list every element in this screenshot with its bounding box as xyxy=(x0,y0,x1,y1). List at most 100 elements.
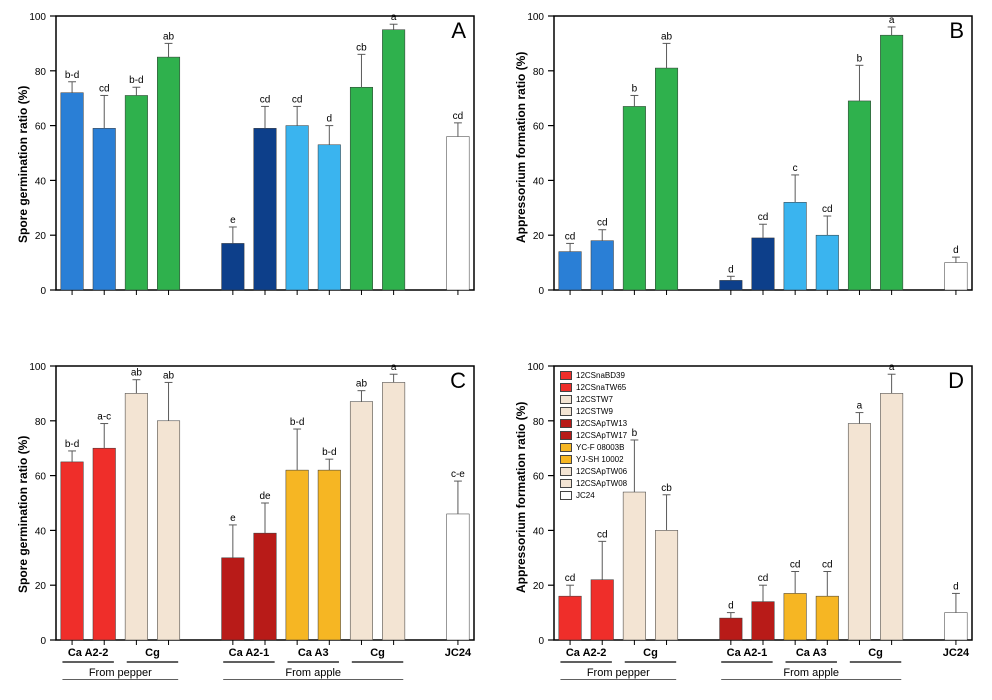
xlabel: JC24 xyxy=(943,647,970,659)
bar xyxy=(318,470,341,640)
bar-label: cd xyxy=(292,94,303,105)
legend-text: YC-F 08003B xyxy=(576,442,624,453)
figure-container: Spore germination ratio (%) A 0 20 40 60 80 100… xyxy=(0,0,992,700)
legend-item: 12CSApTW08 xyxy=(560,478,627,489)
panel-D: Appressorium formation ratio (%)D0204060… xyxy=(498,350,978,680)
legend-text: 12CSTW9 xyxy=(576,406,613,417)
bar-label: ab xyxy=(163,31,175,42)
bar xyxy=(286,126,309,290)
bar xyxy=(559,596,582,640)
bar xyxy=(816,235,839,290)
bar-label: cd xyxy=(565,573,576,584)
legend-text: 12CSApTW13 xyxy=(576,418,627,429)
bar-label: b-d xyxy=(322,447,336,458)
bar xyxy=(254,128,277,290)
group-label: From apple xyxy=(783,667,839,679)
legend-swatch xyxy=(560,431,572,440)
legend-text: 12CSnaTW65 xyxy=(576,382,626,393)
bar xyxy=(447,137,470,290)
bar xyxy=(254,533,277,640)
bar xyxy=(350,87,373,290)
bar xyxy=(752,238,775,290)
ylabel: Spore germination ratio (%) xyxy=(16,86,30,243)
legend-swatch xyxy=(560,467,572,476)
svg-text:0: 0 xyxy=(40,286,46,297)
chart-svg: 020406080100b-dcdb-dabecdcddcbacd xyxy=(0,0,480,330)
legend-swatch xyxy=(560,383,572,392)
bar-label: cd xyxy=(260,94,271,105)
bar-label: cd xyxy=(758,573,769,584)
legend-text: 12CSApTW08 xyxy=(576,478,627,489)
bar xyxy=(784,593,807,640)
xlabel: Ca A3 xyxy=(796,647,827,659)
bar-label: cb xyxy=(356,42,367,53)
bar-label: cd xyxy=(790,560,801,571)
legend-item: JC24 xyxy=(560,490,627,501)
panel-title: D xyxy=(948,368,964,394)
bar-label: ab xyxy=(356,379,368,390)
bar xyxy=(591,580,614,640)
bar-label: cd xyxy=(597,218,608,229)
xlabel: Cg xyxy=(643,647,658,659)
panel-title: A xyxy=(451,18,466,44)
bar xyxy=(157,421,180,640)
legend: 12CSnaBD3912CSnaTW6512CSTW712CSTW912CSAp… xyxy=(560,370,627,502)
bar-label: b xyxy=(632,428,638,439)
xlabel: Ca A2-2 xyxy=(566,647,607,659)
bar-label: b xyxy=(632,83,638,94)
bar xyxy=(61,462,84,640)
bar xyxy=(945,263,968,290)
legend-swatch xyxy=(560,395,572,404)
svg-text:100: 100 xyxy=(29,362,46,373)
bar-label: d xyxy=(953,245,959,256)
bar xyxy=(93,448,116,640)
bar xyxy=(222,243,245,290)
bar xyxy=(559,252,582,290)
xlabel: Cg xyxy=(145,647,160,659)
xlabel: Cg xyxy=(370,647,385,659)
svg-text:20: 20 xyxy=(533,231,545,242)
bar-label: b-d xyxy=(65,439,79,450)
bar xyxy=(125,95,148,290)
bar-label: b-d xyxy=(129,75,143,86)
bar-label: cd xyxy=(822,560,833,571)
group-label: From pepper xyxy=(587,667,650,679)
bar xyxy=(816,596,839,640)
bar xyxy=(591,241,614,290)
bar xyxy=(720,280,743,290)
group-label: From pepper xyxy=(89,667,152,679)
svg-text:60: 60 xyxy=(35,472,47,483)
bar xyxy=(945,613,968,640)
ylabel: Appressorium formation ratio (%) xyxy=(514,402,528,593)
bar-label: a xyxy=(391,12,397,23)
legend-text: 12CSTW7 xyxy=(576,394,613,405)
svg-text:60: 60 xyxy=(35,122,47,133)
panel-B: Appressorium formation ratio (%)B0204060… xyxy=(498,0,978,330)
xlabel: Ca A2-1 xyxy=(229,647,270,659)
bar-label: b-d xyxy=(65,70,79,81)
svg-text:80: 80 xyxy=(533,67,545,78)
legend-swatch xyxy=(560,371,572,380)
bar xyxy=(880,35,903,290)
legend-item: 12CSTW9 xyxy=(560,406,627,417)
svg-text:0: 0 xyxy=(538,286,544,297)
bar-label: d xyxy=(327,114,333,125)
bar xyxy=(623,106,646,290)
svg-text:40: 40 xyxy=(533,176,545,187)
svg-text:20: 20 xyxy=(35,581,47,592)
legend-swatch xyxy=(560,491,572,500)
bar xyxy=(848,424,871,640)
bar-label: cd xyxy=(565,231,576,242)
ylabel: Appressorium formation ratio (%) xyxy=(514,52,528,243)
bar-label: e xyxy=(230,513,236,524)
bar-label: de xyxy=(259,491,271,502)
legend-text: 12CSApTW17 xyxy=(576,430,627,441)
bar-label: cd xyxy=(597,529,608,540)
panel-C: Spore germination ratio (%)C020406080100… xyxy=(0,350,480,680)
bar xyxy=(655,68,678,290)
bar-label: e xyxy=(230,215,236,226)
bar-label: cd xyxy=(822,204,833,215)
bar xyxy=(655,530,678,640)
svg-text:80: 80 xyxy=(35,417,47,428)
legend-text: YJ-SH 10002 xyxy=(576,454,624,465)
